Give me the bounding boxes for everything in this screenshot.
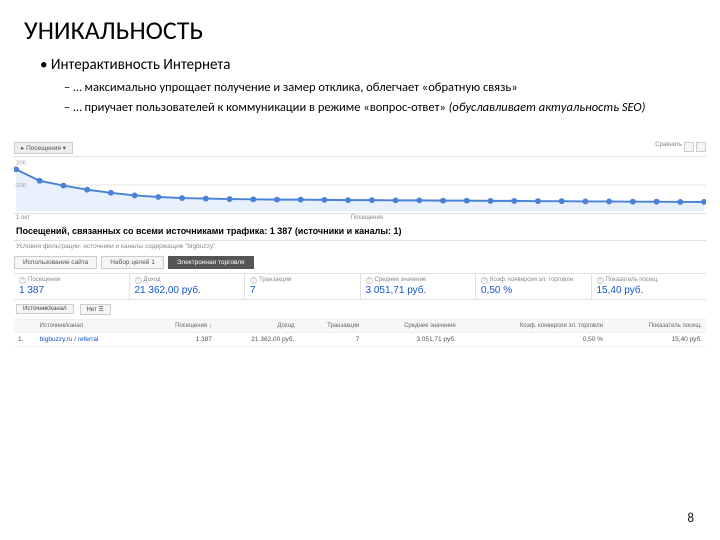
table-cell: 15,40 руб. xyxy=(607,332,706,346)
metric-card: ?Среднее значение3 051,71 руб. xyxy=(361,274,477,299)
bullet-level2-a: … максимально упрощает получение и замер… xyxy=(64,80,696,97)
tab-Набор-целей-1[interactable]: Набор целей 1 xyxy=(101,256,164,269)
svg-text:100: 100 xyxy=(16,183,27,189)
report-headline: Посещений, связанных со всеми источникам… xyxy=(14,222,706,241)
table-header[interactable] xyxy=(14,320,36,333)
view-toggle-1[interactable] xyxy=(684,142,694,152)
table-header[interactable]: Доход xyxy=(216,320,299,333)
table-header[interactable]: Транзакции xyxy=(298,320,363,333)
table-header[interactable]: Коэф. конверсии эл. торговли xyxy=(460,320,607,333)
metrics-row: ?Посещения1 387?Доход21 362,00 руб.?Тран… xyxy=(14,273,706,300)
svg-text:200: 200 xyxy=(16,161,27,167)
table-cell: 0,50 % xyxy=(460,332,607,346)
analytics-screenshot: ▸ Посещения ▾ Сравнить 200 100 1 окт Посе… xyxy=(14,142,706,347)
metric-card: ?Показатель посещ.15,40 руб. xyxy=(592,274,707,299)
metric-card: ?Коэф. конверсии эл. торговли0,50 % xyxy=(476,274,592,299)
dimension-label[interactable]: Источник/канал xyxy=(16,304,74,314)
compare-label: Сравнить xyxy=(655,142,682,154)
table-header[interactable]: Посещения ↓ xyxy=(144,320,216,333)
filter-subline: Условия фильтрации: источники и каналы с… xyxy=(14,241,706,252)
metric-card: ?Посещения1 387 xyxy=(14,274,130,299)
table-cell[interactable]: bigbuzzy.ru / referral xyxy=(36,332,144,346)
bullet-level2-b: … приучает пользователей к коммуникации … xyxy=(64,100,696,117)
secondary-dim[interactable]: Нет ☰ xyxy=(80,304,111,315)
table-cell: 21 362,00 руб. xyxy=(216,332,299,346)
tab-bar: Использование сайта Набор целей 1 Электрон… xyxy=(14,256,706,269)
page-number: 8 xyxy=(687,511,694,526)
table-header[interactable]: Среднее значение xyxy=(363,320,460,333)
xtick-left: 1 окт xyxy=(16,215,30,221)
table-cell: 1. xyxy=(14,332,36,346)
info-icon: ? xyxy=(250,277,257,284)
xtick-center: Посещения xyxy=(351,215,383,221)
view-toggle-2[interactable] xyxy=(696,142,706,152)
table-cell: 7 xyxy=(298,332,363,346)
tab-Электронная-торговля[interactable]: Электронная торговля xyxy=(168,256,254,269)
info-icon: ? xyxy=(19,277,26,284)
info-icon: ? xyxy=(481,277,488,284)
comparator-button[interactable]: ▸ Посещения ▾ xyxy=(14,142,73,154)
slide-title: УНИКАЛЬНОСТЬ xyxy=(24,14,696,46)
metric-card: ?Доход21 362,00 руб. xyxy=(130,274,246,299)
table-cell: 1 387 xyxy=(144,332,216,346)
info-icon: ? xyxy=(597,277,604,284)
table-header[interactable]: Источник/канал xyxy=(36,320,144,333)
bullet-italic: (обуславливает актуальность SEO) xyxy=(449,100,646,115)
table-header[interactable]: Показатель посещ. xyxy=(607,320,706,333)
table-cell: 3 051,71 руб. xyxy=(363,332,460,346)
bullet-level1: Интерактивность Интернета xyxy=(40,56,696,74)
line-chart: 200 100 xyxy=(14,156,706,214)
info-icon: ? xyxy=(135,277,142,284)
data-table: Источник/каналПосещения ↓ДоходТранзакции… xyxy=(14,320,706,347)
bullet-text: … приучает пользователей к коммуникации … xyxy=(73,100,449,115)
tab-Использование-сайта[interactable]: Использование сайта xyxy=(14,256,97,269)
metric-card: ?Транзакции7 xyxy=(245,274,361,299)
info-icon: ? xyxy=(366,277,373,284)
